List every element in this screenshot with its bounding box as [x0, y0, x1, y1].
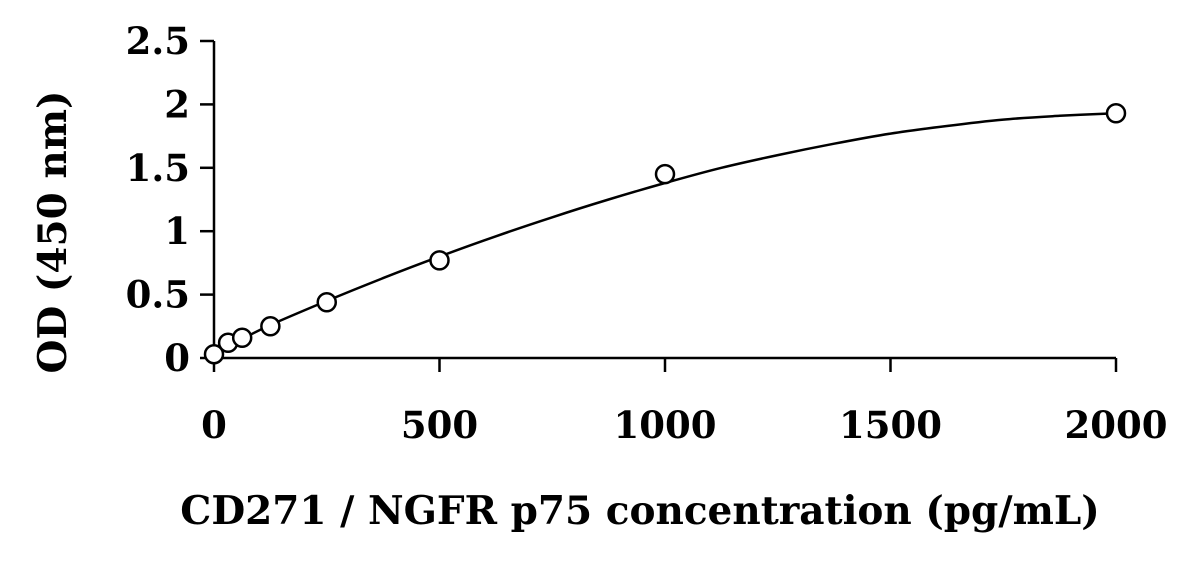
data-point — [316, 291, 337, 313]
x-tick-label: 500 — [401, 403, 478, 447]
y-tick-label: 1 — [164, 209, 190, 253]
data-point — [1105, 103, 1127, 124]
y-axis-ticks: 0 0.5 1 1.5 2 2.5 — [126, 19, 214, 380]
y-tick-label: 2 — [164, 82, 190, 126]
y-tick-label: 0 — [164, 336, 190, 380]
x-axis-title: CD271 / NGFR p75 concentration (pg/mL) — [180, 488, 1099, 534]
x-tick-label: 1500 — [839, 403, 942, 447]
fit-curve — [213, 112, 1117, 356]
data-point — [260, 316, 281, 337]
x-tick-label: 0 — [201, 403, 227, 447]
data-point — [231, 327, 253, 348]
y-tick-label: 0.5 — [126, 273, 190, 317]
data-point — [654, 163, 676, 185]
data-point — [429, 250, 450, 271]
x-axis-ticks: 0 500 1000 1500 2000 — [201, 358, 1167, 447]
x-tick-label: 1000 — [614, 403, 717, 447]
x-tick-label: 2000 — [1065, 403, 1168, 447]
data-points-layer — [203, 103, 1127, 365]
y-tick-label: 2.5 — [126, 19, 190, 63]
fit-curve-layer — [213, 112, 1117, 356]
y-tick-label: 1.5 — [126, 146, 190, 190]
plot-axes — [212, 41, 1116, 360]
y-axis-title: OD (450 nm) — [30, 91, 76, 374]
data-point — [203, 343, 225, 365]
